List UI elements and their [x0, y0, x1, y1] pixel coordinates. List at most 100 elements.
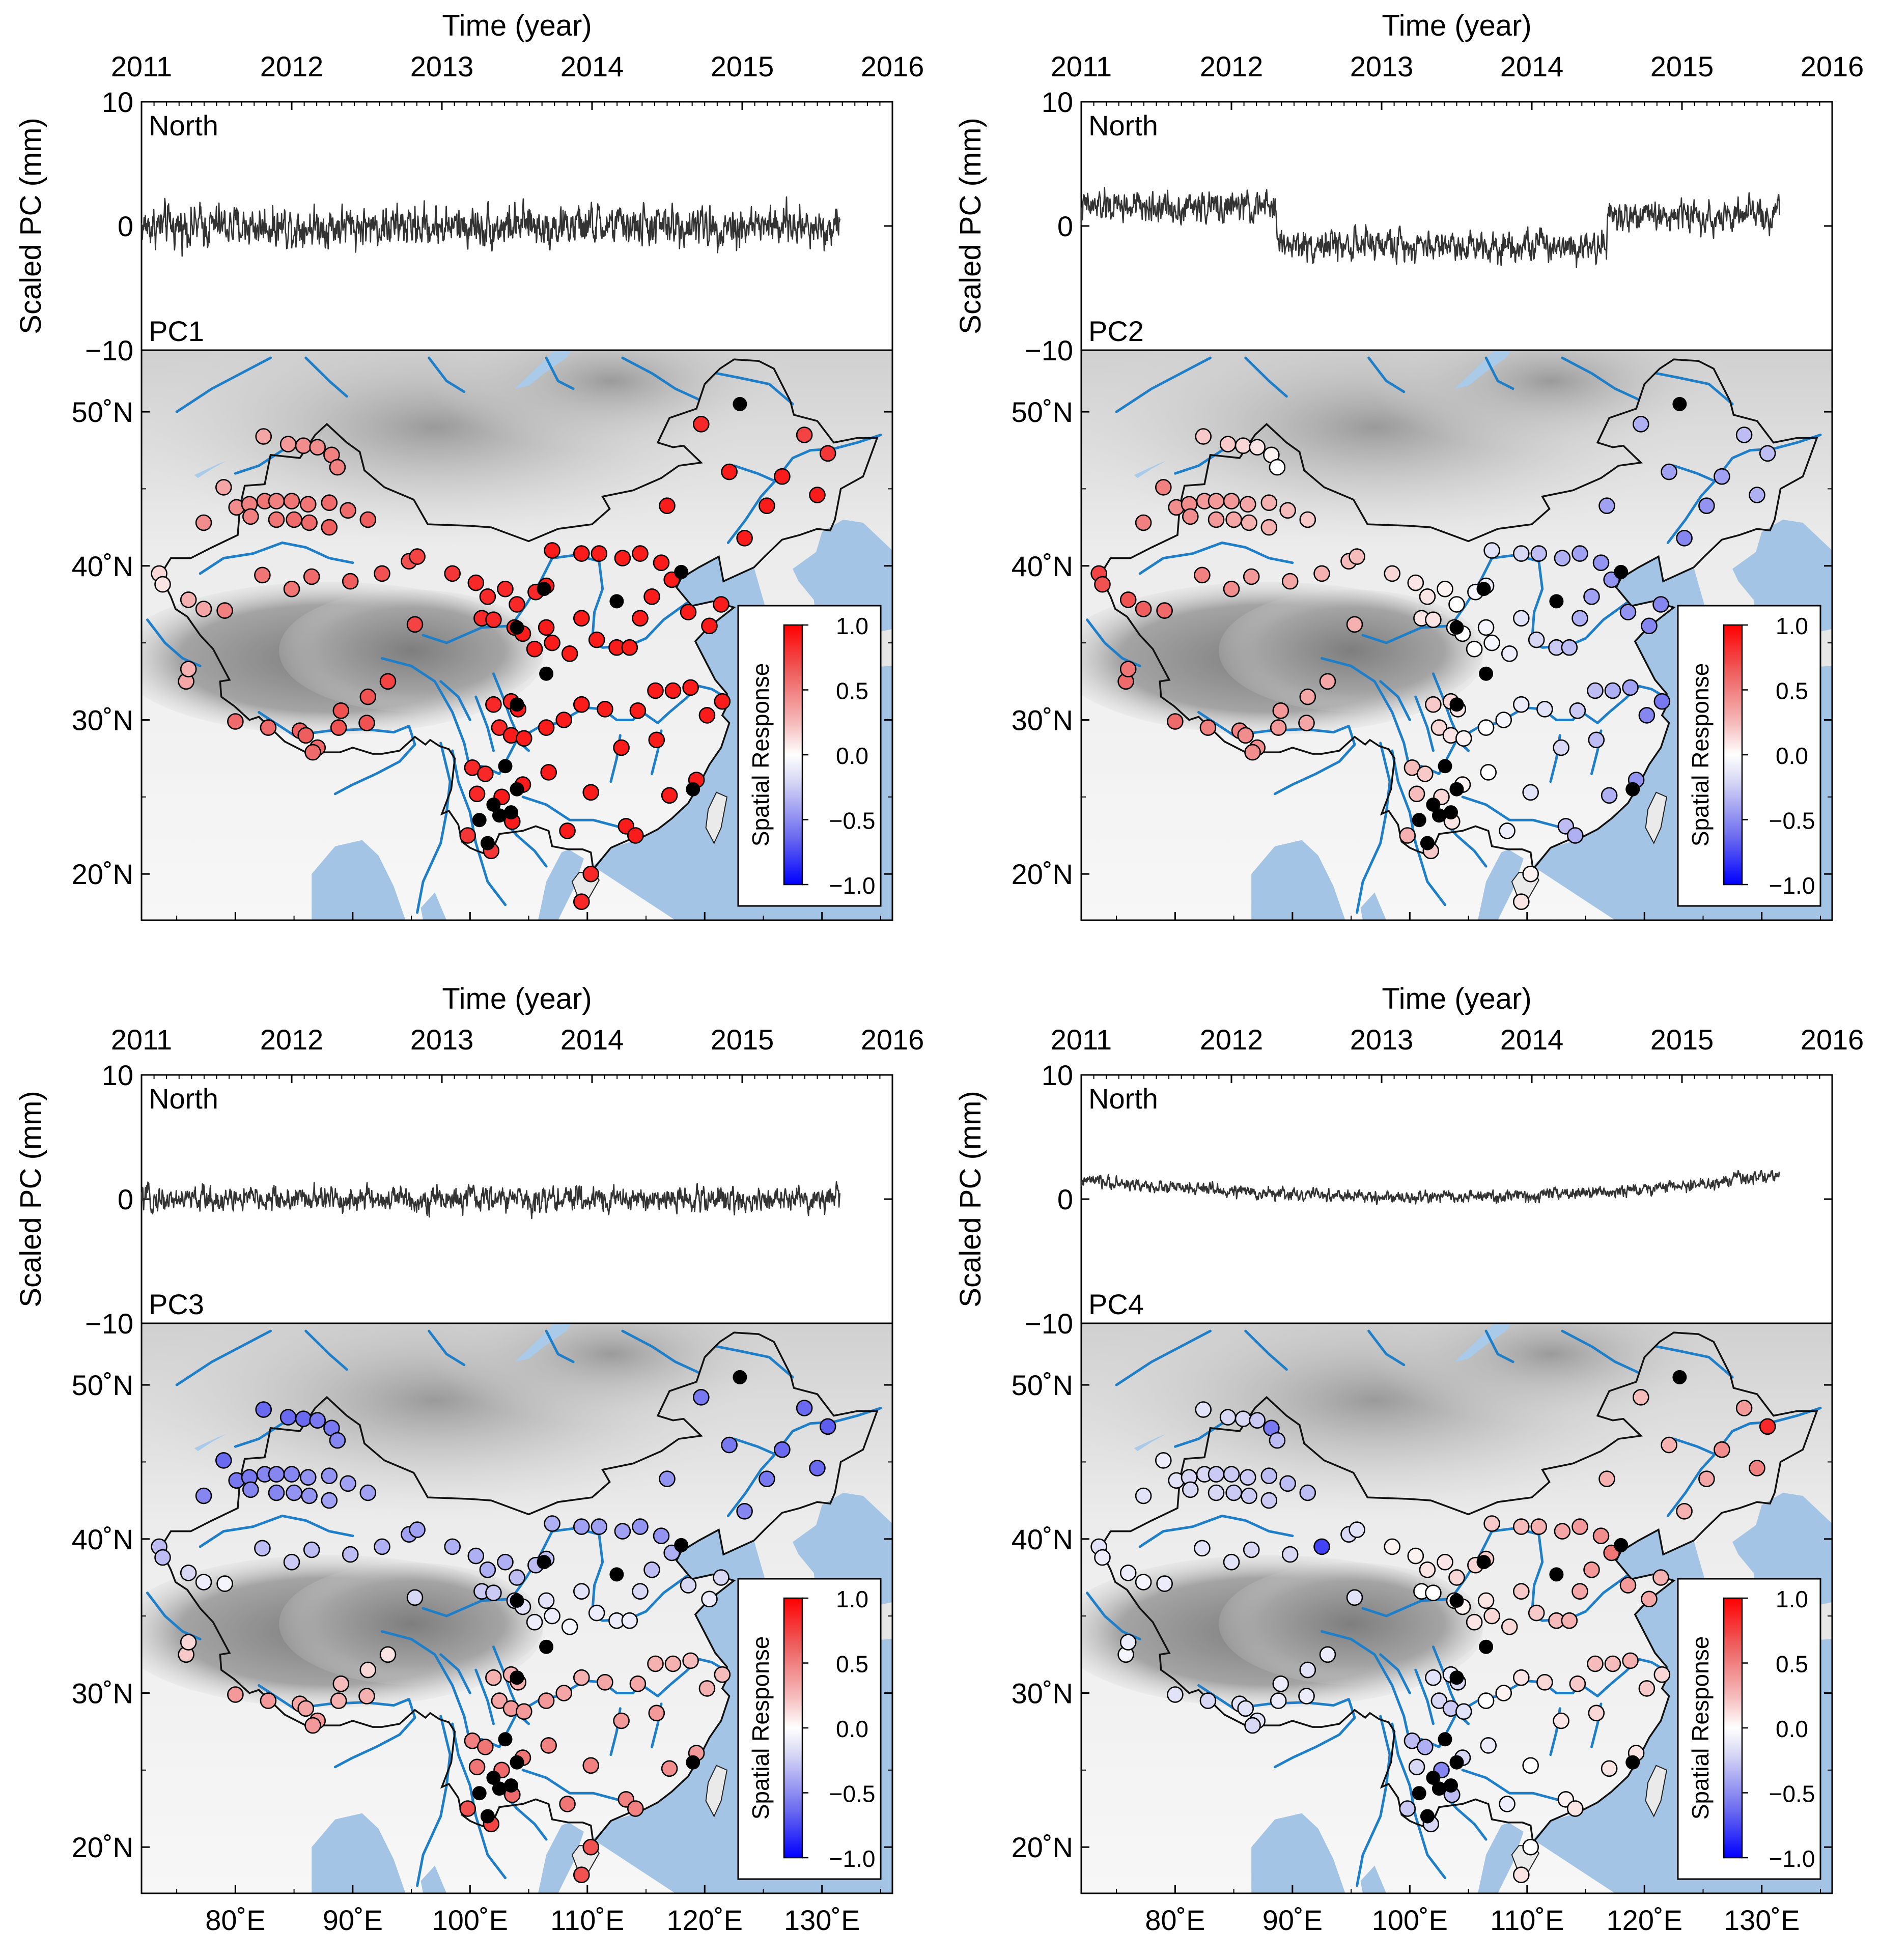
station-marker	[643, 588, 660, 605]
river	[1561, 1329, 1640, 1374]
station-marker	[1319, 1646, 1336, 1663]
china-border	[1099, 358, 1818, 872]
station-marker	[573, 696, 590, 713]
station-marker	[1588, 1705, 1605, 1722]
station-marker	[1522, 784, 1539, 801]
station-marker	[582, 865, 599, 883]
river	[1666, 1407, 1822, 1517]
station-marker	[154, 1549, 171, 1566]
station-marker	[1569, 1675, 1586, 1692]
station-no-data	[539, 1639, 554, 1654]
station-marker	[1495, 1685, 1512, 1701]
station-marker	[1430, 719, 1448, 736]
pc-series-line	[1080, 1170, 1781, 1205]
map-frame	[1080, 349, 1833, 921]
river	[416, 742, 452, 914]
station-marker	[1219, 1409, 1237, 1426]
colorbar-panel	[1677, 1578, 1821, 1880]
station-marker	[559, 822, 576, 839]
china-border	[1099, 1331, 1818, 1845]
station-marker	[491, 1692, 508, 1709]
river	[1379, 680, 1411, 721]
colorbar-tick-label: −0.5	[829, 808, 876, 834]
station-marker	[509, 1569, 525, 1586]
station-marker	[1243, 568, 1260, 585]
river	[1244, 1329, 1288, 1371]
station-marker	[698, 707, 716, 724]
station-marker	[1135, 1574, 1152, 1590]
y-tick-label: 10	[1042, 1059, 1073, 1091]
station-marker	[1735, 427, 1753, 443]
station-no-data	[1614, 1538, 1629, 1552]
station-marker	[1419, 588, 1436, 605]
station-marker	[1477, 1692, 1495, 1709]
map-area	[1081, 1323, 1832, 1893]
station-marker	[1249, 439, 1266, 456]
time-tick-label: 2016	[1801, 1024, 1864, 1056]
station-marker	[283, 493, 300, 509]
station-marker	[1561, 1612, 1578, 1629]
station-marker	[1598, 497, 1615, 515]
timeseries-frame	[1080, 101, 1833, 351]
station-marker	[497, 580, 514, 598]
station-marker	[648, 731, 665, 749]
station-marker	[1714, 468, 1730, 485]
station-marker	[1638, 1680, 1655, 1697]
river	[1115, 1329, 1212, 1386]
station-no-data	[537, 1555, 551, 1570]
station-no-data	[1444, 805, 1458, 820]
panel-pc1: Time (year) 2011 2012 2013 2014 2015 2016 10 0 −1…	[14, 9, 924, 921]
station-marker	[1425, 696, 1442, 713]
lon-tick-label: 80˚E	[205, 1904, 265, 1936]
plateau-east	[279, 1563, 544, 1685]
station-marker	[1513, 1583, 1530, 1600]
station-marker	[1208, 511, 1225, 528]
colorbar-panel	[737, 1578, 882, 1880]
station-marker	[774, 468, 791, 485]
station-marker	[409, 1521, 426, 1538]
river	[726, 434, 882, 544]
colorbar	[783, 1597, 803, 1859]
lake	[514, 350, 572, 389]
river	[1391, 749, 1446, 906]
station-marker	[304, 744, 321, 761]
river	[733, 1437, 776, 1456]
station-marker	[1223, 1466, 1240, 1483]
station-marker	[154, 576, 171, 593]
station-marker	[1243, 1541, 1260, 1558]
time-tick-label: 2011	[111, 50, 172, 82]
station-marker	[714, 1666, 731, 1683]
colorbar-tick-label: −1.0	[1769, 872, 1815, 899]
station-marker	[1416, 1739, 1434, 1755]
station-marker	[661, 787, 678, 804]
y-tick-label: 0	[1057, 210, 1073, 242]
lat-tick-label: 50˚N	[72, 396, 133, 428]
station-marker	[1208, 1484, 1225, 1501]
river	[1484, 1329, 1514, 1364]
station-marker	[342, 1546, 359, 1563]
y-tick-label: −10	[1025, 334, 1073, 366]
component-label: North	[1088, 1083, 1158, 1115]
lon-tick-label: 130˚E	[1724, 1904, 1800, 1936]
station-marker	[1759, 445, 1776, 462]
station-marker	[1652, 596, 1669, 613]
station-no-data	[1449, 782, 1464, 797]
station-marker	[444, 565, 461, 582]
river	[1367, 1329, 1406, 1367]
river	[1654, 372, 1734, 406]
station-no-data	[1420, 836, 1435, 850]
station-marker	[283, 580, 300, 598]
station-marker	[283, 1553, 300, 1571]
plateau-east	[279, 589, 544, 712]
station-marker	[1698, 497, 1715, 515]
station-marker	[647, 1655, 664, 1672]
station-marker	[1653, 1666, 1671, 1683]
station-no-data	[1432, 808, 1446, 823]
station-marker	[321, 519, 338, 536]
station-marker	[1346, 1589, 1363, 1606]
station-no-data	[510, 1670, 524, 1685]
station-marker	[358, 1688, 375, 1705]
lon-tick-label: 110˚E	[1490, 1904, 1564, 1936]
station-marker	[303, 568, 320, 585]
andaman-sea	[420, 892, 447, 920]
